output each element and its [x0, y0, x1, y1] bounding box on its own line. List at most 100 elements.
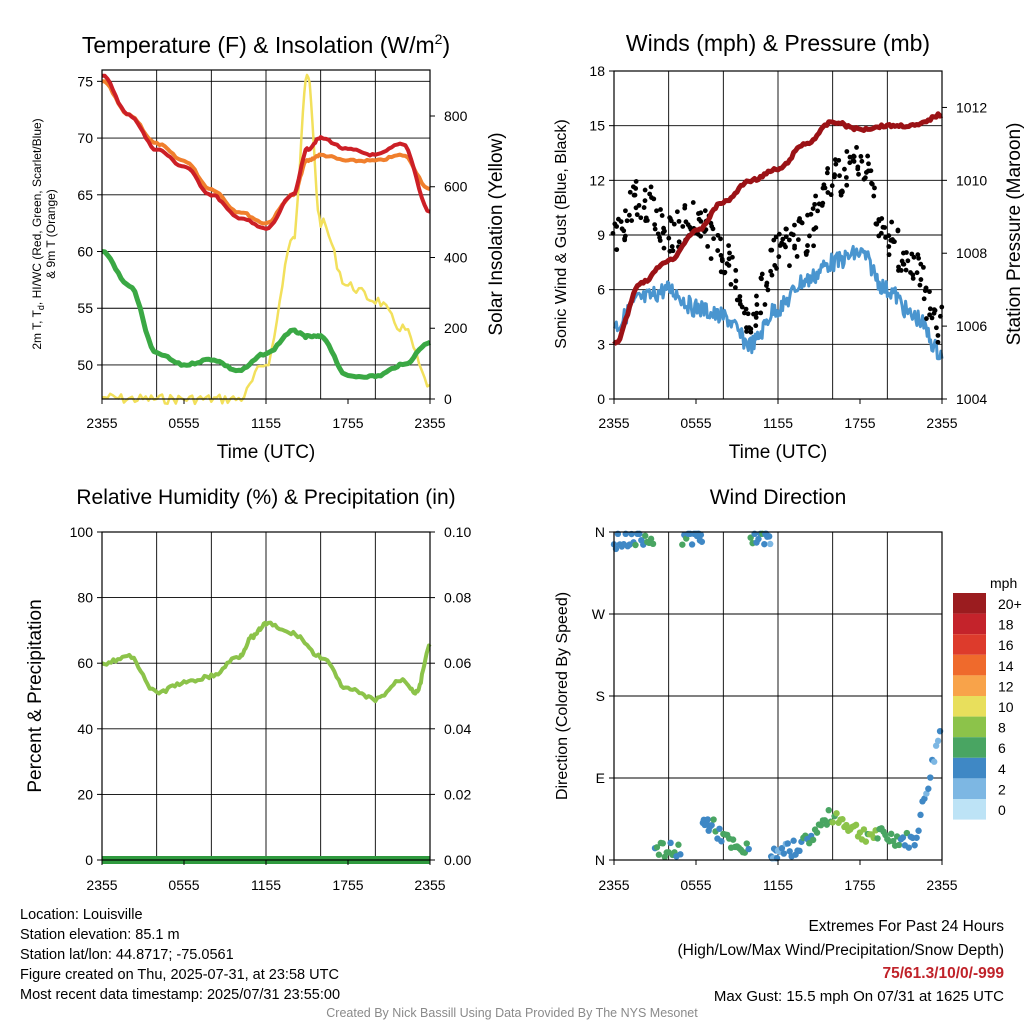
gust-point [914, 270, 920, 276]
gust-point [861, 176, 867, 182]
gust-point [916, 255, 922, 261]
gust-point [641, 205, 647, 210]
gust-point [847, 154, 853, 160]
gust-point [805, 243, 810, 248]
gust-point [727, 250, 732, 256]
gust-point [634, 212, 640, 218]
y-tick-label: W [592, 606, 606, 622]
direction-point [895, 841, 903, 849]
gust-point [726, 263, 732, 268]
gust-point [783, 244, 788, 250]
temperature-y-right-label: Solar Insolation (Yellow) [486, 132, 507, 335]
legend-label: 6 [998, 740, 1006, 756]
direction-point [647, 535, 655, 543]
y-tick-label: 6 [597, 282, 605, 298]
humidity-x-ticks: 2355 0555 1155 1755 2355 [86, 860, 446, 893]
gust-point [911, 254, 917, 260]
gust-point [904, 250, 909, 255]
x-tick-label: 2355 [926, 415, 957, 431]
x-tick-label: 0555 [680, 877, 711, 893]
gust-point [759, 271, 765, 277]
gust-point [792, 222, 797, 228]
legend-label: 0 [998, 802, 1006, 818]
gust-point [839, 188, 845, 194]
legend-swatch [953, 593, 986, 614]
humidity-y-label: Percent & Precipitation [25, 599, 46, 792]
speed-legend-title: mph [990, 575, 1017, 591]
gust-point [629, 218, 635, 224]
temperature-gridlines [102, 70, 430, 399]
gust-point [843, 175, 849, 180]
gust-point [726, 243, 732, 249]
gust-point [776, 254, 782, 260]
gust-point [820, 200, 826, 206]
y-right-tick-label: 0.06 [444, 655, 471, 671]
gust-point [739, 304, 745, 310]
gust-point [669, 244, 675, 249]
gust-point [730, 254, 735, 260]
x-tick-label: 2355 [598, 415, 629, 431]
x-tick-label: 2355 [926, 877, 957, 893]
gust-point [878, 230, 884, 236]
direction-point [905, 844, 913, 851]
gust-point [896, 264, 901, 270]
gust-point [632, 192, 638, 198]
gust-point [869, 181, 875, 187]
gust-point [647, 191, 653, 197]
gust-point [718, 236, 723, 242]
gust-point [917, 282, 923, 288]
gust-point [626, 212, 632, 218]
gust-point [674, 209, 680, 215]
y-right-tick-label: 0.08 [444, 590, 471, 606]
gust-point [927, 289, 932, 295]
gust-point [715, 248, 721, 253]
gust-point [905, 258, 911, 264]
gust-point [921, 264, 926, 270]
gust-point [783, 226, 789, 232]
gust-point [733, 278, 739, 284]
y-right-tick-label: 1010 [956, 172, 987, 188]
gust-point [652, 222, 658, 227]
series-line-station-pressure [612, 111, 944, 347]
y-tick-label: 60 [77, 655, 93, 671]
y-tick-label: 0 [85, 852, 93, 868]
gust-point [901, 261, 907, 267]
legend-label: 14 [998, 658, 1014, 674]
y-tick-label: 9 [597, 227, 605, 243]
y-tick-label: 70 [77, 130, 93, 146]
legend-label: 18 [998, 617, 1014, 633]
temperature-y-label-line2: & 9m T (Orange) [44, 189, 58, 279]
gust-point [815, 208, 820, 214]
y-right-tick-label: 1004 [956, 391, 987, 407]
gust-point [811, 243, 816, 249]
legend-swatch [953, 654, 986, 676]
gust-point [764, 280, 770, 286]
y-tick-label: 40 [77, 721, 93, 737]
x-tick-label: 2355 [86, 415, 117, 431]
x-tick-label: 1155 [763, 415, 793, 431]
gust-point [927, 306, 933, 312]
credit-line: Created By Nick Bassill Using Data Provi… [326, 1006, 698, 1020]
gust-point [859, 158, 865, 164]
legend-label: 10 [998, 699, 1014, 715]
gust-point [851, 154, 857, 160]
footer-recent-timestamp: Most recent data timestamp: 2025/07/31 2… [20, 987, 341, 1003]
gust-point [698, 233, 704, 239]
gust-point [825, 166, 831, 171]
legend-label: 8 [998, 720, 1006, 736]
gust-point [719, 256, 725, 262]
y-right-tick-label: 600 [444, 179, 468, 195]
temperature-y-label: 2m T, Td, HI/WC (Red, Green, Scarlet/Blu… [30, 118, 46, 349]
gust-point [648, 184, 654, 190]
gust-point [622, 236, 627, 242]
humidity-y-ticks: 0 20 40 60 80 100 [70, 524, 102, 868]
x-tick-label: 0555 [168, 877, 199, 893]
legend-swatch [953, 799, 986, 820]
legend-label: 4 [998, 761, 1006, 777]
winds-x-ticks: 2355 0555 1155 1755 2355 [598, 399, 958, 431]
y-tick-label: N [595, 524, 605, 540]
direction-point [786, 848, 793, 855]
gust-point [873, 221, 879, 227]
gust-point [708, 256, 714, 262]
direction-point [718, 838, 725, 845]
